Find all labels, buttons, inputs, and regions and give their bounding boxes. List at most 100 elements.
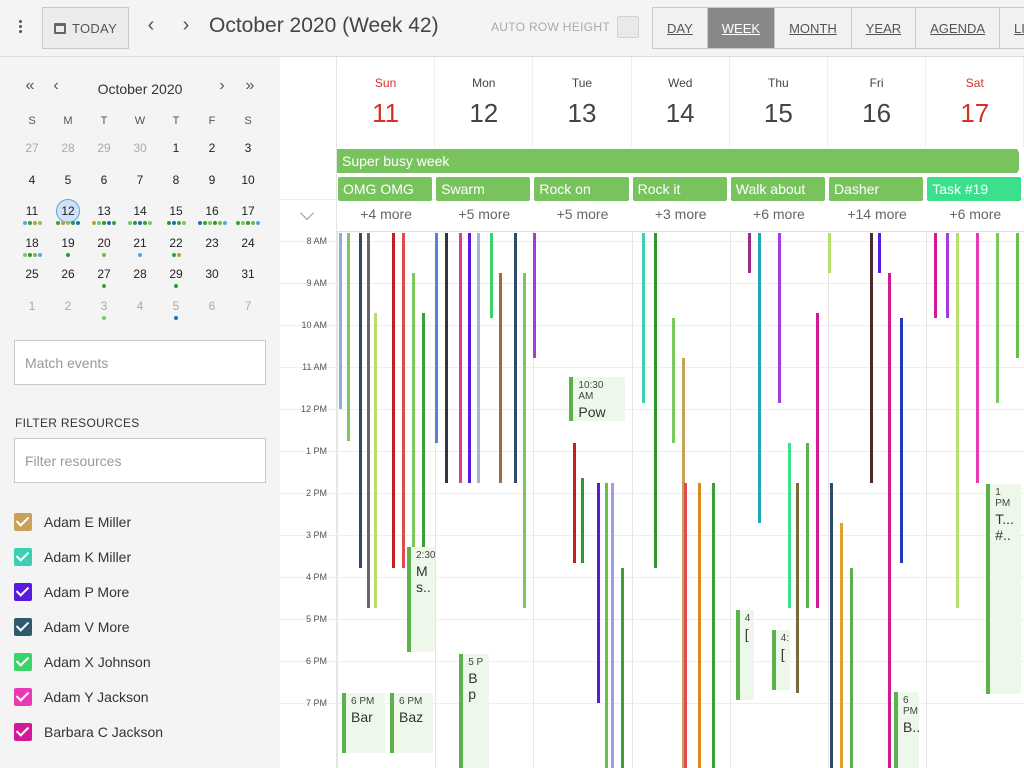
event-card[interactable]: 4[ [735,610,754,700]
mini-calendar-day[interactable]: 30 [122,131,158,163]
event-bar[interactable] [402,233,405,568]
event-bar[interactable] [621,568,625,768]
event-card[interactable]: 6 PM B.. [894,692,919,768]
event-bar[interactable] [946,233,950,318]
all-day-event[interactable]: Swarm [436,177,531,201]
event-bar[interactable] [795,483,799,693]
mini-calendar-day[interactable]: 10 [230,163,266,195]
mini-calendar-day[interactable]: 25 [14,257,50,289]
event-card[interactable]: 10:30 AM Pow [569,377,626,421]
event-bar[interactable] [367,233,370,608]
mini-calendar-day[interactable]: 6 [194,289,230,321]
auto-row-height-checkbox[interactable] [617,16,639,38]
event-bar[interactable] [412,273,415,633]
event-bar[interactable] [374,313,377,608]
mini-calendar-day[interactable]: 21 [122,226,158,258]
event-bar[interactable] [359,233,362,568]
event-bar[interactable] [347,233,350,441]
resource-item[interactable]: Barbara C Jackson [14,714,274,749]
mini-calendar-day[interactable]: 28 [122,257,158,289]
mini-calendar-day[interactable]: 1 [14,289,50,321]
all-day-event[interactable]: Rock it [632,177,727,201]
mini-calendar-day[interactable]: 22 [158,226,194,258]
resource-item[interactable]: Adam P More [14,574,274,609]
event-bar[interactable] [878,233,881,273]
event-bar[interactable] [459,233,463,483]
previous-month-button[interactable]: ‹ [53,77,59,94]
mini-calendar-day[interactable]: 19 [50,226,86,258]
event-bar[interactable] [597,483,601,703]
today-button[interactable]: TODAY [42,7,129,49]
event-bar[interactable] [934,233,938,318]
mini-calendar-day[interactable]: 12 [50,194,86,226]
mini-calendar-day[interactable]: 6 [86,163,122,195]
all-day-event[interactable]: Task #19 [927,177,1022,201]
mini-calendar-day[interactable]: 1 [158,131,194,163]
mini-calendar-day[interactable]: 8 [158,163,194,195]
event-bar[interactable] [683,483,687,768]
more-events-link[interactable]: +4 more [360,206,412,222]
mini-calendar-day[interactable]: 29 [86,131,122,163]
mini-calendar-day[interactable]: 16 [194,194,230,226]
event-bar[interactable] [805,443,809,608]
event-bar[interactable] [392,233,395,568]
day-header[interactable]: Thu 15 [730,57,828,147]
mini-calendar-day[interactable]: 3 [230,131,266,163]
mini-calendar-day[interactable]: 20 [86,226,122,258]
event-bar[interactable] [671,318,675,443]
event-bar[interactable] [787,443,791,608]
mini-calendar-day[interactable]: 7 [122,163,158,195]
view-day-button[interactable]: DAY [653,8,708,48]
next-month-button[interactable]: › [219,77,225,94]
all-day-event[interactable]: OMG OMG [338,177,433,201]
mini-calendar-day[interactable]: 15 [158,194,194,226]
day-header[interactable]: Wed 14 [632,57,730,147]
more-events-link[interactable]: +6 more [753,206,805,222]
mini-calendar-day[interactable]: 2 [50,289,86,321]
event-bar[interactable] [499,273,503,483]
mini-calendar-day[interactable]: 5 [50,163,86,195]
event-bar[interactable] [468,233,472,483]
mini-calendar-day[interactable]: 27 [86,257,122,289]
previous-year-button[interactable]: « [25,77,35,94]
mini-calendar-day[interactable]: 30 [194,257,230,289]
mini-calendar-day[interactable]: 5 [158,289,194,321]
event-bar[interactable] [523,273,527,608]
event-bar[interactable] [445,233,449,483]
day-header[interactable]: Sun 11 [337,57,436,147]
view-week-button[interactable]: WEEK [707,8,776,48]
day-header[interactable]: Tue 13 [533,57,632,147]
event-bar[interactable] [757,233,761,523]
event-bar[interactable] [697,483,701,768]
view-year-button[interactable]: YEAR [851,8,917,48]
event-card[interactable]: 6 PM Baz [390,693,433,753]
day-header[interactable]: Mon 12 [435,57,534,147]
event-bar[interactable] [422,313,425,633]
resource-checkbox[interactable] [14,512,32,531]
event-bar[interactable] [828,233,831,273]
event-bar[interactable] [747,233,751,273]
event-bar[interactable] [611,483,615,768]
mini-calendar-day[interactable]: 2 [194,131,230,163]
mini-calendar-day[interactable]: 29 [158,257,194,289]
event-bar[interactable] [777,233,781,403]
event-bar[interactable] [339,233,342,409]
resource-item[interactable]: Adam E Miller [14,504,274,539]
mini-calendar-day[interactable]: 31 [230,257,266,289]
next-week-button[interactable]: › [182,14,190,36]
more-events-link[interactable]: +5 more [458,206,511,222]
event-bar[interactable] [870,233,873,483]
resource-checkbox[interactable] [14,617,32,636]
more-events-link[interactable]: +5 more [556,206,609,222]
mini-calendar-day[interactable]: 3 [86,289,122,321]
event-bar[interactable] [435,233,439,443]
resource-checkbox[interactable] [14,652,32,671]
filter-resources-input[interactable]: Filter resources [14,438,266,483]
view-agenda-button[interactable]: AGENDA [916,8,1001,48]
mini-calendar-day[interactable]: 23 [194,226,230,258]
previous-week-button[interactable]: ‹ [147,14,155,36]
event-bar[interactable] [996,233,1000,403]
mini-calendar-day[interactable]: 7 [230,289,266,321]
view-list-button[interactable]: LIST [1000,8,1024,48]
mini-calendar-day[interactable]: 4 [122,289,158,321]
